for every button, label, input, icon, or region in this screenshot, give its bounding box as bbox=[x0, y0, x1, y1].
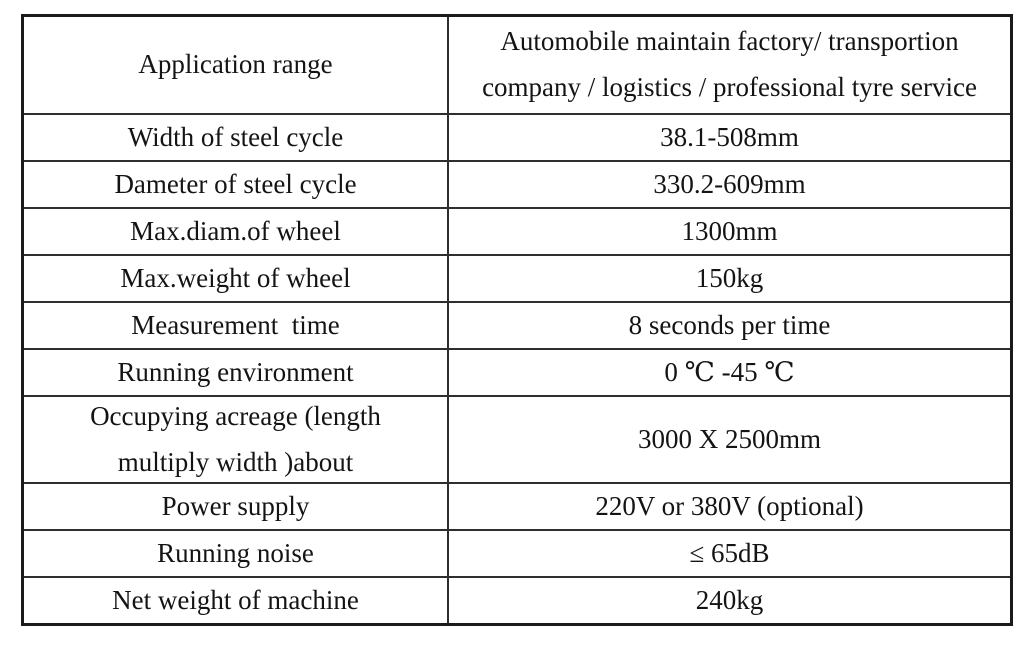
spec-label-cell: Max.diam.of wheel bbox=[24, 209, 449, 254]
table-row: Occupying acreage (length multiply width… bbox=[24, 395, 1010, 482]
table-row: Dameter of steel cycle 330.2-609mm bbox=[24, 160, 1010, 207]
table-row: Net weight of machine 240kg bbox=[24, 576, 1010, 623]
table-row: Measurement time 8 seconds per time bbox=[24, 301, 1010, 348]
spec-label-cell: Power supply bbox=[24, 484, 449, 529]
spec-value-cell: 330.2-609mm bbox=[653, 168, 806, 199]
table-row: Max.weight of wheel 150kg bbox=[24, 254, 1010, 301]
spec-value-cell: 1300mm bbox=[681, 215, 778, 246]
spec-value-cell: 150kg bbox=[695, 262, 764, 293]
table-row: Running environment 0 ℃ -45 ℃ bbox=[24, 348, 1010, 395]
table-row: Max.diam.of wheel 1300mm bbox=[24, 207, 1010, 254]
table-row: Running noise ≤ 65dB bbox=[24, 529, 1010, 576]
spec-value-cell: Automobile maintain factory/ transportio… bbox=[482, 26, 977, 102]
spec-label-cell: Dameter of steel cycle bbox=[24, 162, 449, 207]
spec-label-cell: Running environment bbox=[24, 350, 449, 395]
spec-table: Application range Automobile maintain fa… bbox=[21, 14, 1013, 626]
spec-label-cell: Measurement time bbox=[24, 303, 449, 348]
spec-label-cell: Application range bbox=[24, 17, 449, 113]
table-row: Width of steel cycle 38.1-508mm bbox=[24, 113, 1010, 160]
spec-label-cell: Occupying acreage (length multiply width… bbox=[24, 397, 449, 482]
table-row: Application range Automobile maintain fa… bbox=[24, 17, 1010, 113]
spec-value-cell: 38.1-508mm bbox=[660, 121, 799, 152]
spec-label-cell: Running noise bbox=[24, 531, 449, 576]
table-row: Power supply 220V or 380V (optional) bbox=[24, 482, 1010, 529]
spec-value-cell: 240kg bbox=[695, 584, 764, 615]
spec-value-cell: 220V or 380V (optional) bbox=[595, 490, 864, 521]
spec-label-cell: Net weight of machine bbox=[24, 578, 449, 623]
spec-label-cell: Width of steel cycle bbox=[24, 115, 449, 160]
spec-value-cell: 3000 X 2500mm bbox=[637, 423, 821, 454]
spec-value-cell: ≤ 65dB bbox=[689, 537, 770, 568]
spec-value-cell: 8 seconds per time bbox=[628, 309, 831, 340]
spec-label-cell: Max.weight of wheel bbox=[24, 256, 449, 301]
spec-value-cell: 0 ℃ -45 ℃ bbox=[664, 356, 795, 387]
